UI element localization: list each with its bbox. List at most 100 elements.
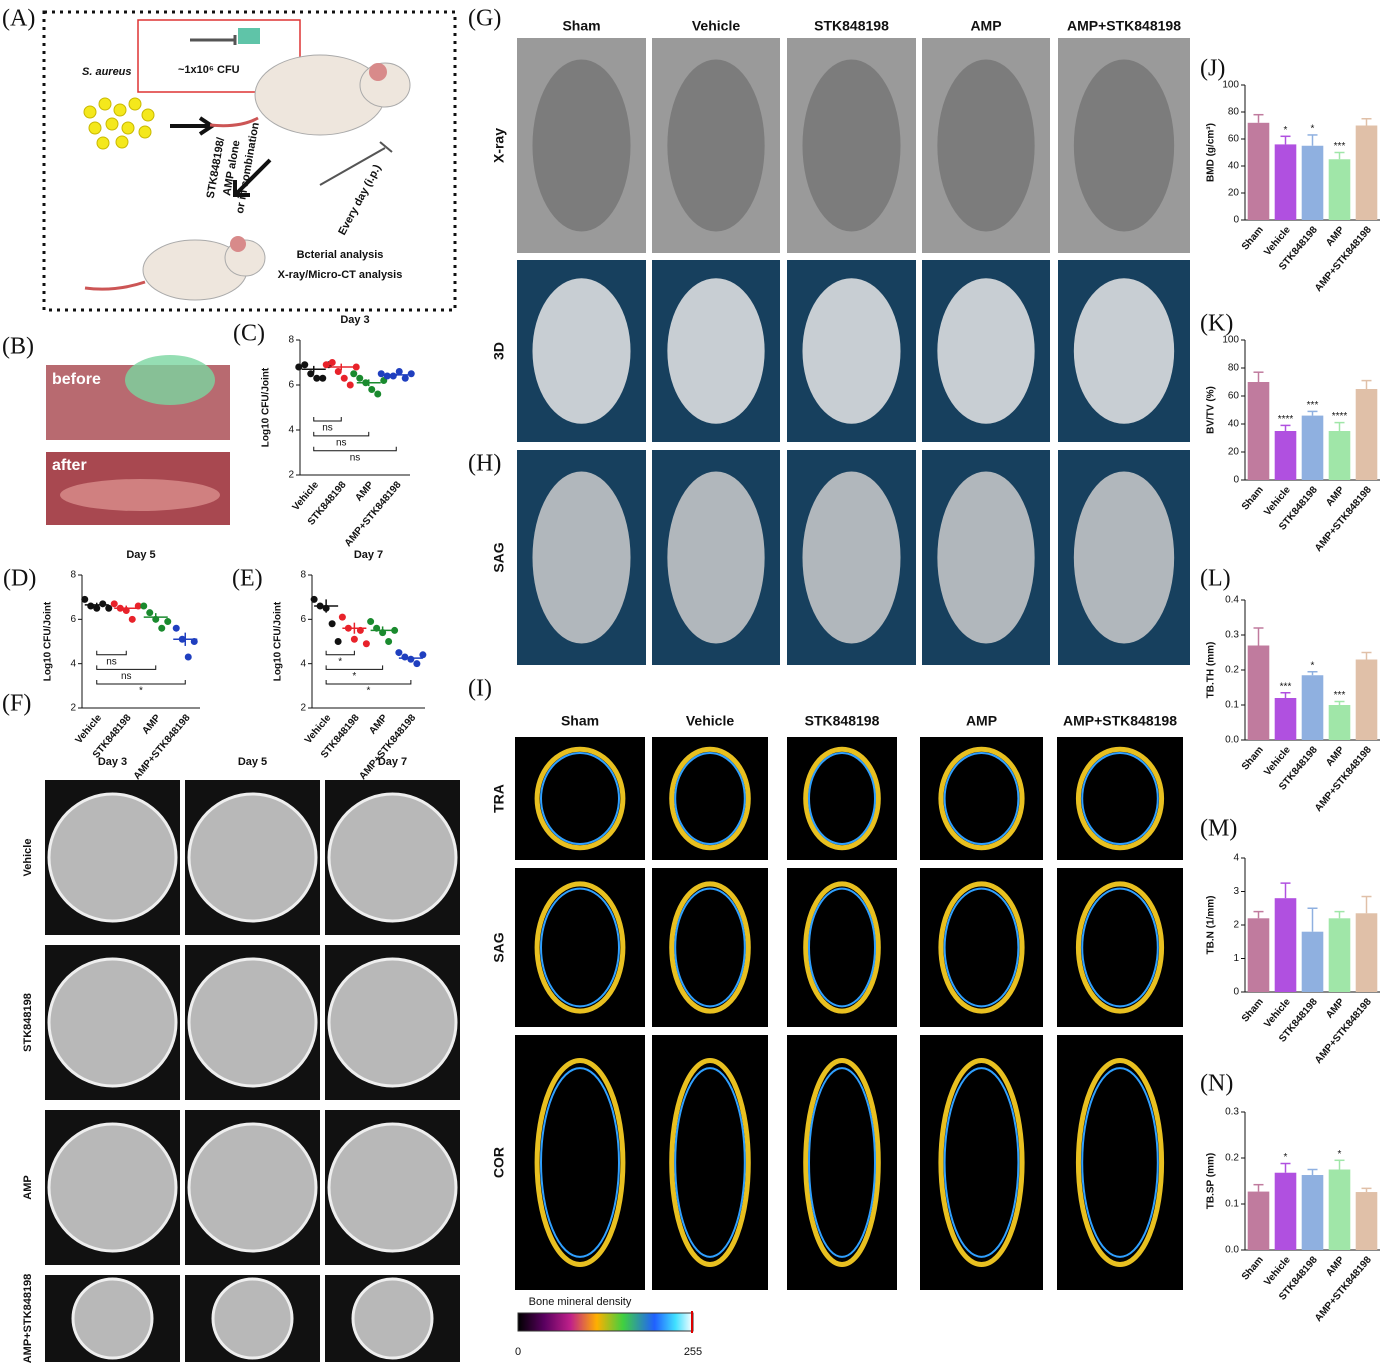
bar — [1355, 1192, 1378, 1250]
y-tick-label: 100 — [1222, 335, 1239, 346]
y-tick-label: 40 — [1228, 161, 1240, 172]
bone — [1073, 59, 1175, 232]
significance: * — [1338, 1149, 1342, 1160]
y-tick-label: 4 — [1233, 853, 1239, 864]
bar — [1301, 145, 1324, 220]
comparison-bracket — [313, 446, 397, 452]
y-tick-label: 0.1 — [1225, 700, 1239, 711]
x-tick-label: AMP+STK848198 — [132, 712, 193, 782]
comparison-label: ns — [121, 671, 132, 682]
panel-label: (G) — [468, 6, 501, 32]
point — [350, 370, 358, 378]
plate — [187, 1122, 318, 1253]
panel-label: (L) — [1200, 566, 1231, 592]
bone — [534, 1058, 626, 1267]
plate — [351, 1277, 434, 1360]
point — [295, 363, 303, 371]
bone — [808, 887, 876, 1008]
bone — [667, 278, 765, 424]
bar — [1301, 1175, 1324, 1250]
y-tick-label: 6 — [70, 614, 76, 625]
image — [515, 737, 645, 860]
point — [128, 615, 136, 623]
bone — [532, 471, 631, 644]
column-header: AMP+STK848198 — [1063, 713, 1177, 729]
bar — [1328, 918, 1351, 992]
point — [328, 620, 336, 628]
point — [352, 363, 360, 371]
bone — [937, 471, 1035, 644]
significance: *** — [1334, 690, 1346, 701]
bone — [808, 751, 876, 846]
y-tick-label: 8 — [300, 570, 306, 581]
point — [105, 604, 113, 612]
plate — [327, 957, 458, 1088]
x-tick-label: Vehicle — [73, 712, 104, 746]
plate — [47, 1122, 178, 1253]
schedule: Every day (i.p.) — [336, 162, 383, 237]
comparison-label: ns — [336, 437, 347, 448]
x-tick-label: Sham — [1240, 224, 1266, 252]
y-tick-label: 20 — [1228, 188, 1240, 199]
comparison-bracket — [313, 431, 370, 437]
plate — [187, 792, 318, 923]
bone — [667, 471, 765, 644]
bone — [803, 1058, 881, 1267]
point — [328, 359, 336, 366]
point — [334, 368, 342, 375]
column-header: STK848198 — [805, 713, 880, 729]
syringe-tip — [125, 355, 215, 405]
comparison-bracket — [96, 650, 127, 656]
bone — [540, 887, 620, 1008]
point — [350, 635, 358, 643]
y-tick-label: 8 — [288, 335, 294, 346]
colorbar-max: 255 — [684, 1346, 702, 1358]
x-tick-label: Sham — [1240, 744, 1266, 772]
point — [374, 390, 382, 398]
point — [307, 370, 315, 378]
bone — [802, 471, 901, 644]
bone — [937, 278, 1035, 424]
bone — [532, 278, 631, 424]
panel-label: (E) — [232, 566, 263, 592]
y-tick-label: 4 — [70, 658, 76, 669]
significance: **** — [1332, 411, 1348, 422]
y-tick-label: 8 — [70, 570, 76, 581]
analysis: X-ray/Micro-CT analysis — [278, 269, 403, 281]
point — [322, 361, 330, 369]
bar — [1355, 125, 1378, 220]
bone — [1081, 887, 1159, 1008]
mouse-ear — [369, 63, 387, 81]
arrow — [170, 116, 216, 136]
y-tick-label: 0 — [1233, 475, 1239, 486]
point — [334, 638, 342, 645]
treatment: or in combination — [234, 121, 262, 214]
significance: * — [1284, 1152, 1288, 1163]
bone — [938, 881, 1025, 1014]
plate — [187, 957, 318, 1088]
plate — [47, 957, 178, 1088]
significance: *** — [1307, 400, 1319, 411]
y-tick-label: 2 — [1233, 920, 1239, 931]
y-tick-label: 0 — [1233, 215, 1239, 226]
y-axis-label: Log10 CFU/Joint — [273, 601, 284, 681]
y-tick-label: 0.2 — [1225, 1153, 1239, 1164]
x-tick-label: Sham — [1240, 996, 1266, 1024]
y-tick-label: 0.0 — [1225, 1245, 1239, 1256]
plate — [327, 792, 458, 923]
y-tick-label: 0.0 — [1225, 735, 1239, 746]
bone — [808, 1067, 876, 1258]
dose: ~1x10⁶ CFU — [178, 64, 240, 76]
chart-title: Day 7 — [354, 549, 383, 561]
point — [110, 600, 118, 608]
organism: S. aureus — [82, 66, 132, 78]
bone — [1073, 278, 1175, 424]
column-header: STK848198 — [814, 18, 889, 34]
y-tick-label: 0.3 — [1225, 630, 1239, 641]
bar — [1274, 1172, 1297, 1250]
bar — [1247, 645, 1270, 740]
x-tick-label: AMP — [1324, 484, 1347, 508]
bone — [540, 751, 620, 846]
panel-label: (A) — [2, 6, 35, 32]
